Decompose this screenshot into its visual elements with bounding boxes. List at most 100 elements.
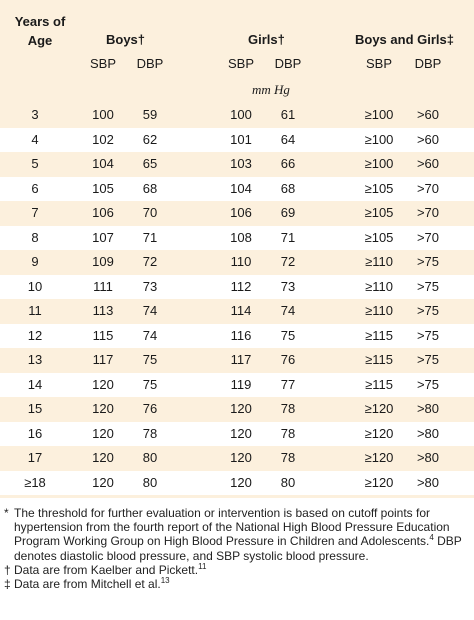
cell-both-sbp: ≥120 xyxy=(364,425,394,441)
footnote-star-mark: * xyxy=(4,506,9,520)
cell-girls-dbp: 76 xyxy=(280,352,296,367)
cell-both-dbp: >75 xyxy=(416,254,440,269)
table-row: 9 109 72 110 72 ≥110 >75 xyxy=(0,250,474,275)
cell-both-dbp: >75 xyxy=(416,376,440,392)
cell-boys-dbp: 80 xyxy=(142,474,158,490)
cell-both-sbp: ≥120 xyxy=(364,474,394,490)
table-row: 11 113 74 114 74 ≥110 >75 xyxy=(0,299,474,324)
footnote-double-dagger: ‡ Data are from Mitchell et al.13 xyxy=(4,577,470,592)
cell-age: 14 xyxy=(27,376,43,392)
cell-age: 17 xyxy=(27,450,43,465)
cell-both-dbp: >80 xyxy=(416,474,440,490)
cell-boys-dbp: 74 xyxy=(142,327,158,343)
cell-both-dbp: >80 xyxy=(416,450,440,465)
table-row: 8 107 71 108 71 ≥105 >70 xyxy=(0,225,474,250)
cell-both-sbp: ≥115 xyxy=(365,376,393,392)
cell-age: 5 xyxy=(31,156,39,171)
cell-girls-sbp: 106 xyxy=(230,205,252,220)
cell-both-dbp: >70 xyxy=(416,205,440,220)
header-boys-and-girls: Boys and Girls‡ xyxy=(355,32,454,47)
cell-boys-sbp: 120 xyxy=(92,425,114,441)
cell-girls-dbp: 61 xyxy=(280,107,296,122)
cell-boys-sbp: 107 xyxy=(92,229,114,245)
header-years-of-age: Years of Age xyxy=(14,14,66,48)
cell-age: 9 xyxy=(31,254,39,269)
cell-both-sbp: ≥120 xyxy=(364,450,394,465)
cell-girls-dbp: 66 xyxy=(280,156,296,171)
cell-age: 12 xyxy=(27,327,43,343)
table-row: 6 105 68 104 68 ≥105 >70 xyxy=(0,176,474,201)
header-boys: Boys† xyxy=(106,32,146,47)
cell-boys-sbp: 120 xyxy=(92,401,114,416)
cell-both-dbp: >60 xyxy=(416,131,440,147)
table-row: 16 120 78 120 78 ≥120 >80 xyxy=(0,421,474,446)
cell-girls-sbp: 108 xyxy=(230,229,252,245)
footnote-star-text-2: DBP denotes diastolic blood pressure, an… xyxy=(14,534,462,563)
table-row: 13 117 75 117 76 ≥115 >75 xyxy=(0,348,474,373)
cell-girls-dbp: 72 xyxy=(280,254,296,269)
table-body: 3 100 59 100 61 ≥100 >60 4 102 62 101 64 ≥100 >60 5 104… xyxy=(0,103,474,495)
cell-girls-sbp: 120 xyxy=(230,401,252,416)
cell-girls-dbp: 64 xyxy=(280,131,296,147)
cell-boys-dbp: 73 xyxy=(142,278,158,294)
footnote-dagger-ref: 11 xyxy=(198,561,207,571)
cell-boys-dbp: 62 xyxy=(142,131,158,147)
table-header: Years of Age Boys† Girls† Boys and Girls… xyxy=(0,12,474,52)
bp-threshold-table: Years of Age Boys† Girls† Boys and Girls… xyxy=(0,0,474,498)
cell-boys-sbp: 102 xyxy=(92,131,114,147)
cell-age: 11 xyxy=(28,303,42,318)
cell-boys-dbp: 68 xyxy=(142,180,158,196)
cell-boys-dbp: 71 xyxy=(142,229,158,245)
cell-boys-sbp: 100 xyxy=(92,107,114,122)
subheader-row: SBP DBP SBP DBP SBP DBP xyxy=(0,56,474,78)
cell-both-sbp: ≥100 xyxy=(364,131,394,147)
cell-girls-dbp: 78 xyxy=(280,401,296,416)
cell-girls-dbp: 78 xyxy=(280,450,296,465)
cell-girls-dbp: 77 xyxy=(280,376,296,392)
cell-both-sbp: ≥100 xyxy=(364,156,394,171)
cell-age: 13 xyxy=(27,352,43,367)
cell-girls-sbp: 117 xyxy=(230,352,252,367)
footnote-dagger: † Data are from Kaelber and Pickett.11 xyxy=(4,561,470,577)
cell-both-sbp: ≥115 xyxy=(365,352,393,367)
cell-girls-sbp: 104 xyxy=(230,180,252,196)
cell-boys-sbp: 120 xyxy=(92,376,114,392)
footnote-dagger-text: Data are from Kaelber and Pickett. xyxy=(14,562,199,577)
cell-boys-sbp: 117 xyxy=(92,352,114,367)
table-row: 17 120 80 120 78 ≥120 >80 xyxy=(0,446,474,471)
cell-both-dbp: >75 xyxy=(416,352,440,367)
table-row: 12 115 74 116 75 ≥115 >75 xyxy=(0,323,474,348)
cell-girls-sbp: 101 xyxy=(230,131,252,147)
cell-girls-dbp: 69 xyxy=(280,205,296,220)
table-row: 15 120 76 120 78 ≥120 >80 xyxy=(0,397,474,422)
cell-both-sbp: ≥120 xyxy=(364,401,394,416)
cell-both-sbp: ≥105 xyxy=(364,229,394,245)
subheader-girls-dbp: DBP xyxy=(274,56,302,71)
cell-age: ≥18 xyxy=(24,474,46,490)
footnote-dagger-mark: † xyxy=(4,562,11,577)
cell-girls-dbp: 71 xyxy=(280,229,296,245)
footnote-star: * The threshold for further evaluation or… xyxy=(4,506,470,563)
cell-girls-sbp: 119 xyxy=(230,376,252,392)
table-row: 14 120 75 119 77 ≥115 >75 xyxy=(0,372,474,397)
cell-both-dbp: >75 xyxy=(416,303,440,318)
cell-girls-sbp: 103 xyxy=(230,156,252,171)
subheader-both-sbp: SBP xyxy=(365,56,392,71)
cell-boys-dbp: 80 xyxy=(142,450,158,465)
cell-age: 10 xyxy=(27,278,43,294)
subheader-girls-sbp: SBP xyxy=(227,56,254,71)
footnote-double-dagger-text: Data are from Mitchell et al. xyxy=(14,577,161,592)
table-row: 3 100 59 100 61 ≥100 >60 xyxy=(0,103,474,128)
cell-girls-sbp: 116 xyxy=(230,327,252,343)
subheader-boys-sbp: SBP xyxy=(89,56,116,71)
unit-row: mm Hg xyxy=(0,82,474,102)
table-row: 10 111 73 112 73 ≥110 >75 xyxy=(0,274,474,299)
subheader-both-dbp: DBP xyxy=(414,56,442,71)
cell-both-sbp: ≥100 xyxy=(364,107,394,122)
cell-boys-dbp: 75 xyxy=(142,376,158,392)
cell-age: 15 xyxy=(27,401,43,416)
cell-both-sbp: ≥105 xyxy=(364,180,394,196)
cell-girls-dbp: 80 xyxy=(280,474,296,490)
cell-age: 3 xyxy=(31,107,39,122)
cell-boys-dbp: 59 xyxy=(142,107,158,122)
